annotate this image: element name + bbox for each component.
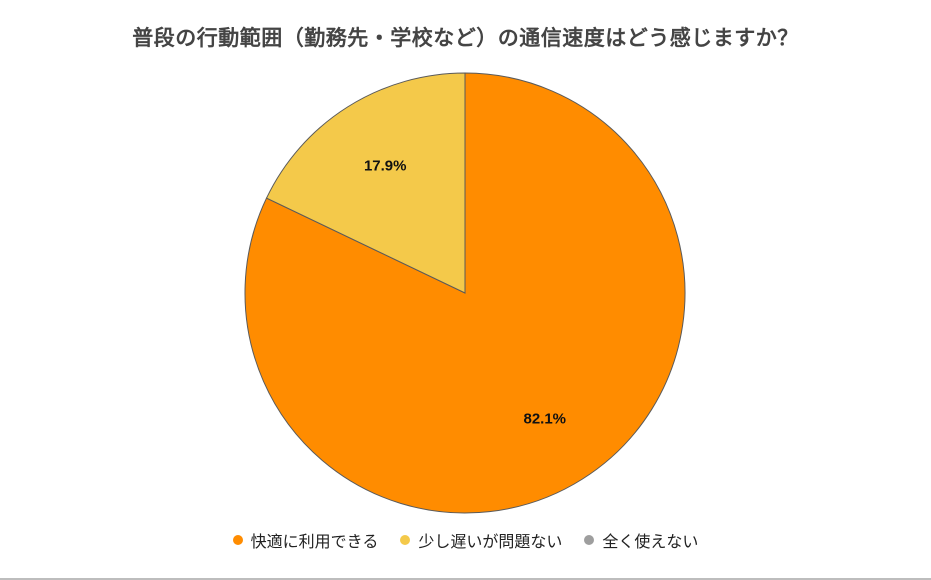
legend-item-1[interactable]: 快適に利用できる (232, 528, 379, 552)
legend-item-3[interactable]: 全く使えない (584, 528, 698, 552)
legend-dot-icon (584, 535, 595, 545)
legend: 快適に利用できる 少し遅いが問題ない 全く使えない (0, 528, 931, 552)
legend-item-2[interactable]: 少し遅いが問題ない (400, 528, 562, 552)
legend-dot-icon (400, 535, 411, 545)
legend-label: 全く使えない (602, 532, 699, 551)
legend-label: 少し遅いが問題ない (418, 532, 563, 551)
legend-dot-icon (232, 535, 243, 545)
legend-label: 快適に利用できる (250, 532, 379, 551)
data-label-2: 17.9% (364, 157, 407, 174)
pie-slice-2[interactable] (265, 72, 466, 294)
chart-title: 普段の行動範囲（勤務先・学校など）の通信速度はどう感じますか？ (132, 26, 799, 50)
data-label-1: 82.1% (523, 411, 566, 428)
